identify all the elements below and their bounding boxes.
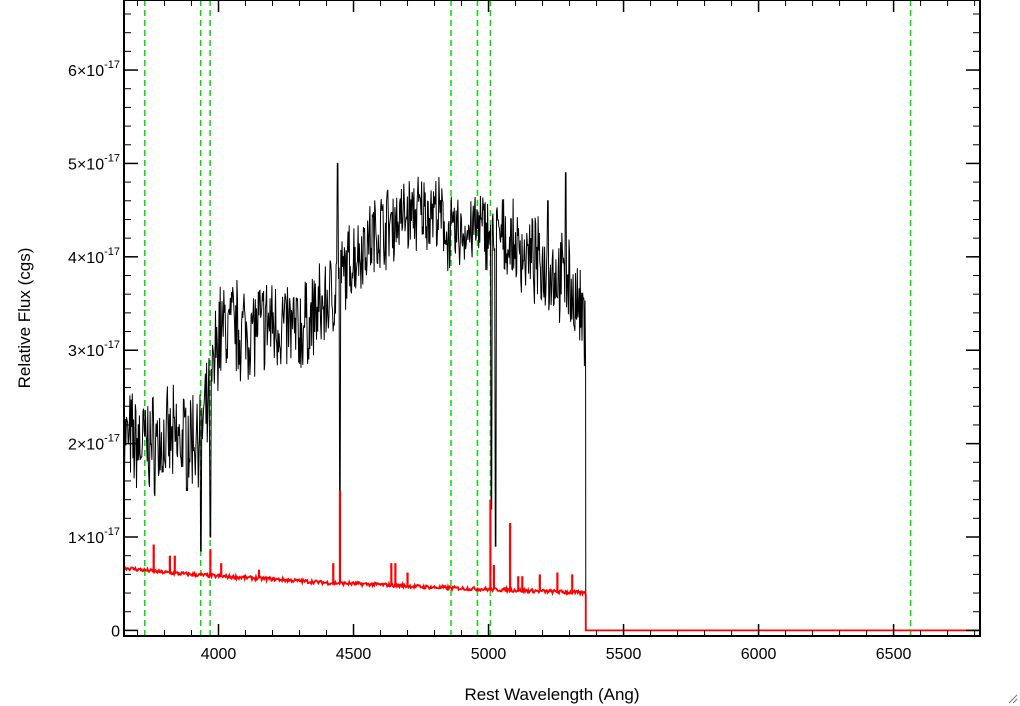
y-tick-label: 5×10-17 <box>68 152 120 173</box>
observed-spectrum-line <box>123 162 587 631</box>
axis-ticks: 4000 4500 5000 5500 6000 6500 0 1×10-17 2×10-17 3… <box>68 0 980 663</box>
y-tick-label: 0 <box>111 623 120 640</box>
x-tick-label: 6500 <box>876 646 912 663</box>
x-axis-label: Rest Wavelength (Ang) <box>464 685 639 704</box>
x-tick-label: 5500 <box>606 646 642 663</box>
axes-frame <box>123 0 981 637</box>
model-spectrum-line <box>123 564 980 632</box>
plot-frame <box>123 0 981 637</box>
emission-line-markers <box>144 0 912 636</box>
y-tick-label: 3×10-17 <box>68 339 120 360</box>
y-tick-label: 1×10-17 <box>68 526 120 547</box>
x-tick-label: 4000 <box>201 646 237 663</box>
y-tick-label: 2×10-17 <box>68 433 120 454</box>
y-axis-label: Relative Flux (cgs) <box>15 248 34 389</box>
resize-grip-icon[interactable] <box>1006 692 1018 704</box>
y-tick-label: 6×10-17 <box>68 59 120 80</box>
x-tick-label: 6000 <box>741 646 777 663</box>
y-tick-label: 4×10-17 <box>68 246 120 267</box>
x-tick-label: 4500 <box>336 646 372 663</box>
x-tick-label: 5000 <box>471 646 507 663</box>
spectrum-series <box>123 162 980 632</box>
